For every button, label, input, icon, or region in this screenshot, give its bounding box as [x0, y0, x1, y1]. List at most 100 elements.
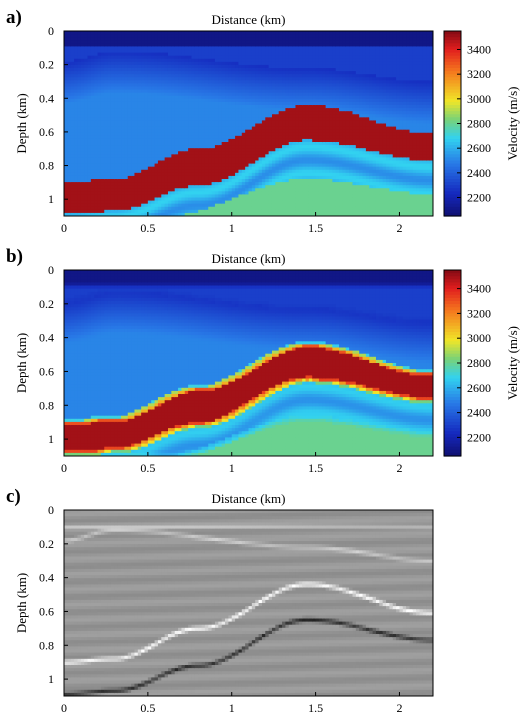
- heatmap-cell: [201, 138, 206, 143]
- heatmap-cell: [275, 105, 280, 109]
- heatmap-cell: [282, 123, 286, 128]
- heatmap-cell: [285, 95, 290, 100]
- heatmap-cell: [271, 206, 276, 211]
- heatmap-cell: [181, 160, 186, 165]
- heatmap-cell: [117, 191, 122, 196]
- heatmap-cell: [110, 49, 115, 54]
- heatmap-cell: [90, 160, 95, 165]
- heatmap-cell: [201, 111, 206, 115]
- heatmap-cell: [275, 182, 280, 186]
- heatmap-cell: [308, 132, 313, 137]
- heatmap-cell: [110, 163, 115, 168]
- heatmap-cell: [308, 206, 313, 211]
- heatmap-cell: [131, 58, 136, 63]
- heatmap-cell: [77, 129, 82, 134]
- heatmap-cell: [268, 52, 273, 57]
- heatmap-cell: [87, 31, 92, 35]
- heatmap-cell: [154, 157, 159, 162]
- heatmap-cell: [104, 37, 109, 41]
- heatmap-cell: [225, 71, 229, 75]
- heatmap-cell: [251, 145, 256, 149]
- heatmap-cell: [298, 108, 303, 112]
- heatmap-cell: [151, 120, 156, 125]
- heatmap-cell: [318, 194, 323, 199]
- heatmap-cell: [312, 58, 317, 63]
- heatmap-cell: [181, 182, 186, 186]
- heatmap-cell: [77, 145, 82, 149]
- heatmap-cell: [70, 123, 75, 128]
- heatmap-cell: [231, 95, 236, 100]
- heatmap-cell: [235, 92, 240, 97]
- heatmap-cell: [211, 49, 216, 54]
- heatmap-cell: [204, 185, 209, 189]
- heatmap-cell: [255, 138, 260, 143]
- heatmap-cell: [94, 49, 99, 54]
- heatmap-cell: [245, 58, 250, 63]
- heatmap-cell: [295, 31, 300, 35]
- heatmap-cell: [208, 61, 213, 66]
- heatmap-cell: [275, 160, 280, 165]
- heatmap-cell: [288, 169, 293, 174]
- heatmap-cell: [204, 31, 209, 35]
- heatmap-cell: [124, 31, 129, 35]
- heatmap-cell: [251, 142, 256, 146]
- heatmap-cell: [305, 34, 310, 38]
- heatmap-cell: [265, 182, 270, 186]
- heatmap-cell: [292, 31, 297, 35]
- heatmap-cell: [204, 92, 209, 97]
- heatmap-cell: [100, 74, 105, 78]
- heatmap-cell: [312, 101, 317, 106]
- heatmap-cell: [121, 160, 125, 165]
- heatmap-cell: [164, 157, 169, 162]
- heatmap-cell: [318, 77, 323, 81]
- heatmap-cell: [208, 188, 213, 192]
- heatmap-cell: [67, 55, 72, 60]
- heatmap-cell: [315, 86, 320, 91]
- heatmap-cell: [339, 74, 344, 78]
- heatmap-cell: [77, 49, 82, 54]
- heatmap-cell: [154, 123, 159, 128]
- heatmap-cell: [191, 185, 196, 189]
- heatmap-cell: [151, 86, 156, 91]
- heatmap-cell: [181, 89, 186, 94]
- heatmap-cell: [74, 175, 79, 180]
- heatmap-cell: [325, 89, 330, 94]
- heatmap-cell: [131, 68, 136, 72]
- heatmap-cell: [275, 132, 280, 137]
- heatmap-cell: [342, 55, 347, 60]
- heatmap-cell: [94, 185, 99, 189]
- heatmap-cell: [235, 74, 240, 78]
- heatmap-cell: [305, 175, 310, 180]
- heatmap-cell: [339, 185, 344, 189]
- heatmap-cell: [194, 123, 199, 128]
- heatmap-cell: [74, 49, 79, 54]
- heatmap-cell: [114, 163, 119, 168]
- heatmap-cell: [201, 203, 206, 208]
- heatmap-cell: [265, 169, 270, 174]
- heatmap-cell: [77, 83, 82, 88]
- heatmap-cell: [302, 74, 307, 78]
- heatmap-cell: [312, 206, 317, 211]
- heatmap-cell: [292, 80, 297, 85]
- heatmap-cell: [208, 37, 213, 41]
- heatmap-cell: [64, 175, 68, 180]
- heatmap-cell: [137, 34, 142, 38]
- heatmap-cell: [144, 209, 149, 214]
- heatmap-cell: [261, 37, 266, 41]
- heatmap-cell: [201, 71, 206, 75]
- heatmap-cell: [245, 80, 250, 85]
- heatmap-cell: [271, 191, 276, 196]
- heatmap-cell: [258, 203, 263, 208]
- heatmap-cell: [285, 197, 290, 202]
- heatmap-cell: [255, 111, 260, 115]
- heatmap-cell: [278, 111, 283, 115]
- heatmap-cell: [64, 117, 68, 122]
- heatmap-cell: [164, 95, 169, 100]
- heatmap-cell: [325, 191, 330, 196]
- heatmap-cell: [70, 197, 75, 202]
- heatmap-cell: [117, 206, 122, 211]
- heatmap-cell: [302, 55, 307, 60]
- heatmap-cell: [211, 179, 216, 183]
- heatmap-cell: [241, 172, 246, 177]
- heatmap-cell: [214, 52, 219, 57]
